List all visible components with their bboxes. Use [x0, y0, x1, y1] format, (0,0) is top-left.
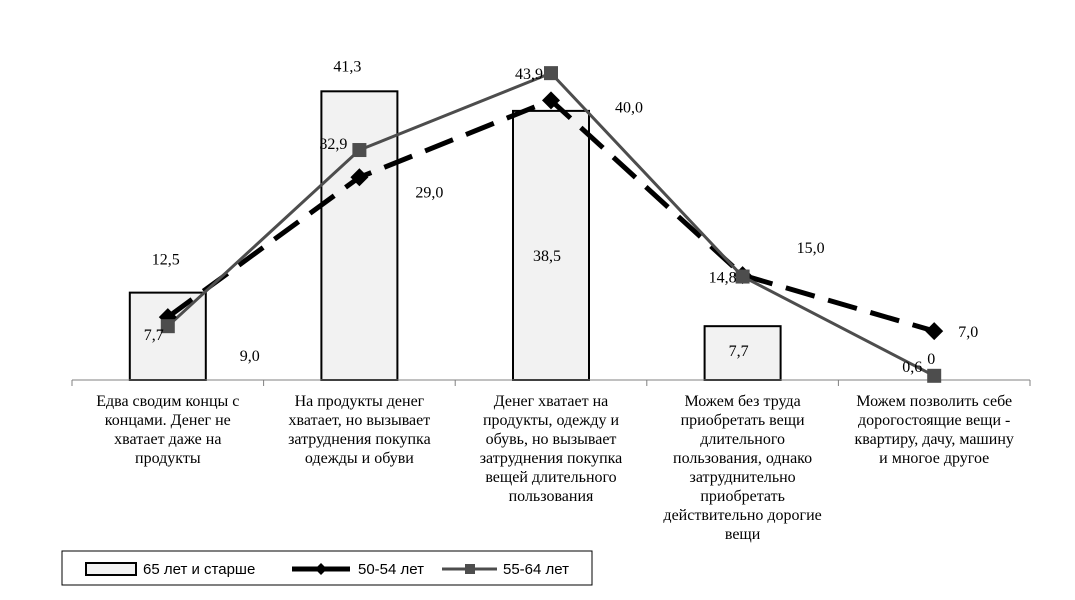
data-label-55-64-2: 32,9: [319, 136, 347, 153]
marker-55-64-4: [735, 269, 750, 284]
marker-55-64-1: [160, 319, 175, 334]
legend-swatch-65-plus: [85, 562, 137, 576]
data-label-50-54-1: 9,0: [240, 348, 260, 365]
marker-50-54-3: [542, 91, 560, 110]
data-label-55-64-5: 0,6: [902, 359, 922, 376]
data-label-65-plus-5: 0: [927, 351, 935, 368]
data-label-55-64-1: 7,7: [144, 327, 164, 344]
category-label-3: Денег хватает на продукты, одежду и обувь,…: [480, 393, 623, 505]
category-label-5: Можем позволить себе дорогостоящие вещи -…: [855, 393, 1014, 467]
data-label-65-plus-4: 7,7: [729, 343, 749, 360]
category-label-1: Едва сводим концы с концами. Денег не хват…: [96, 393, 239, 467]
data-label-55-64-3: 43,9: [515, 66, 543, 83]
legend-marker-55-64: [465, 564, 475, 574]
legend-label-65-plus: 65 лет и старше: [143, 561, 255, 578]
data-label-50-54-5: 7,0: [958, 324, 978, 341]
marker-50-54-5: [925, 322, 944, 341]
marker-50-54-2: [350, 168, 369, 187]
data-label-50-54-2: 29,0: [415, 184, 443, 201]
legend-label-55-64: 55-64 лет: [503, 561, 569, 578]
data-label-50-54-3: 40,0: [615, 99, 643, 116]
data-label-65-plus-2: 41,3: [333, 58, 361, 75]
data-label-65-plus-3: 38,5: [533, 248, 561, 265]
legend-label-50-54: 50-54 лет: [358, 561, 424, 578]
data-label-55-64-4: 14,8: [709, 270, 737, 287]
marker-55-64-5: [927, 368, 942, 383]
data-label-65-plus-1: 12,5: [152, 252, 180, 269]
category-label-2: На продукты денег хватает, но вызывает зат…: [288, 393, 431, 467]
category-label-4: Можем без труда приобретать вещи длительно…: [663, 393, 821, 543]
bar-65-plus-1: [128, 291, 207, 381]
data-label-50-54-4: 15,0: [797, 240, 825, 257]
bar-65-plus-4: [703, 325, 782, 381]
legend-marker-50-54: [315, 563, 327, 575]
bar-65-plus-2: [320, 90, 399, 382]
marker-55-64-3: [544, 66, 558, 81]
marker-55-64-2: [352, 143, 367, 158]
bar-65-plus-3: [512, 109, 590, 381]
